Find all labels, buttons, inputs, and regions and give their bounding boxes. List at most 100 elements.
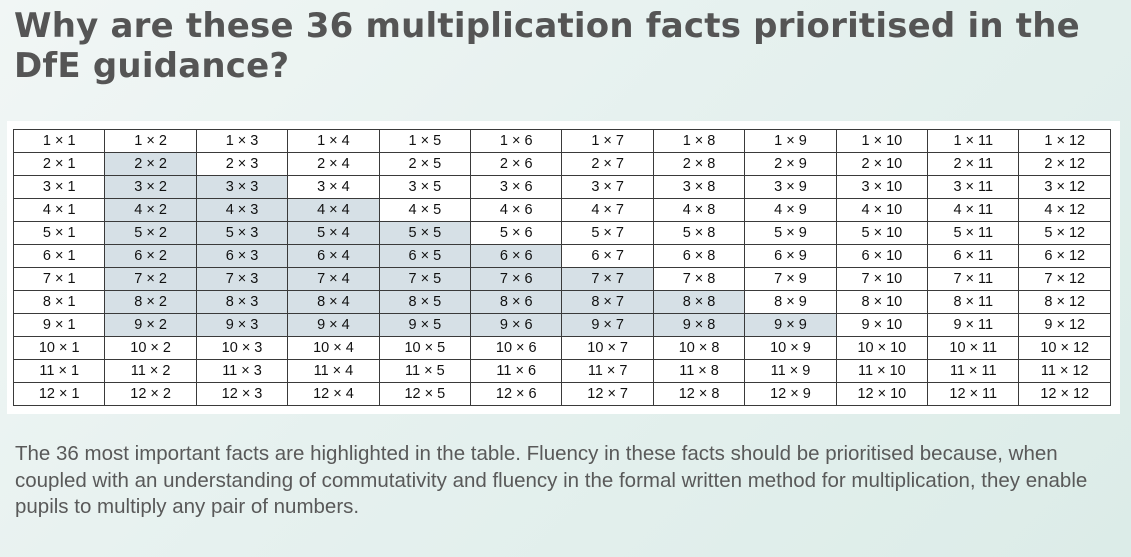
fact-cell-highlighted: 8 × 4 bbox=[287, 290, 380, 314]
fact-cell: 8 × 12 bbox=[1018, 290, 1111, 314]
fact-cell: 7 × 12 bbox=[1018, 267, 1111, 291]
fact-cell-highlighted: 3 × 2 bbox=[104, 175, 197, 199]
fact-cell: 10 × 4 bbox=[287, 336, 380, 360]
fact-cell: 11 × 10 bbox=[835, 359, 929, 383]
fact-cell: 3 × 11 bbox=[927, 175, 1020, 199]
fact-cell: 10 × 10 bbox=[835, 336, 929, 360]
fact-cell-highlighted: 9 × 9 bbox=[744, 313, 837, 337]
fact-cell: 8 × 10 bbox=[835, 290, 929, 314]
fact-cell-highlighted: 7 × 3 bbox=[195, 267, 289, 291]
fact-cell-highlighted: 4 × 4 bbox=[287, 198, 380, 222]
fact-cell-highlighted: 8 × 6 bbox=[470, 290, 563, 314]
fact-cell: 11 × 3 bbox=[195, 359, 289, 383]
fact-cell: 1 × 7 bbox=[561, 129, 654, 153]
fact-cell: 4 × 7 bbox=[561, 198, 654, 222]
fact-cell: 10 × 7 bbox=[561, 336, 654, 360]
fact-cell-highlighted: 9 × 7 bbox=[561, 313, 654, 337]
fact-cell: 10 × 12 bbox=[1018, 336, 1111, 360]
fact-cell: 4 × 10 bbox=[835, 198, 929, 222]
fact-cell: 5 × 11 bbox=[927, 221, 1020, 245]
fact-cell: 3 × 7 bbox=[561, 175, 654, 199]
fact-cell-highlighted: 6 × 3 bbox=[195, 244, 289, 268]
fact-cell: 8 × 11 bbox=[927, 290, 1020, 314]
fact-cell: 10 × 2 bbox=[104, 336, 197, 360]
fact-cell: 2 × 11 bbox=[927, 152, 1020, 176]
fact-cell: 2 × 7 bbox=[561, 152, 654, 176]
fact-cell-highlighted: 6 × 2 bbox=[104, 244, 197, 268]
table-row: 12 × 1 12 × 2 12 × 3 12 × 4 12 × 5 12 × 6 12 ×… bbox=[12, 382, 1111, 406]
fact-cell: 2 × 6 bbox=[470, 152, 563, 176]
fact-cell-highlighted: 9 × 6 bbox=[470, 313, 563, 337]
fact-cell: 2 × 4 bbox=[287, 152, 380, 176]
fact-cell-highlighted: 4 × 3 bbox=[195, 198, 289, 222]
fact-cell: 7 × 9 bbox=[744, 267, 837, 291]
fact-cell: 1 × 9 bbox=[744, 129, 837, 153]
fact-cell: 6 × 8 bbox=[652, 244, 746, 268]
fact-cell-highlighted: 4 × 2 bbox=[104, 198, 197, 222]
fact-cell: 4 × 5 bbox=[378, 198, 472, 222]
fact-cell: 9 × 11 bbox=[927, 313, 1020, 337]
fact-cell: 3 × 5 bbox=[378, 175, 472, 199]
fact-cell: 9 × 12 bbox=[1018, 313, 1111, 337]
fact-cell: 2 × 10 bbox=[835, 152, 929, 176]
fact-cell: 11 × 1 bbox=[12, 359, 106, 383]
fact-cell: 4 × 9 bbox=[744, 198, 837, 222]
fact-cell: 12 × 1 bbox=[12, 382, 106, 406]
fact-cell: 1 × 4 bbox=[287, 129, 380, 153]
fact-cell: 7 × 1 bbox=[12, 267, 106, 291]
fact-cell: 12 × 5 bbox=[378, 382, 472, 406]
fact-cell: 10 × 8 bbox=[652, 336, 746, 360]
fact-cell-highlighted: 6 × 6 bbox=[470, 244, 563, 268]
fact-cell: 1 × 12 bbox=[1018, 129, 1111, 153]
fact-cell-highlighted: 8 × 8 bbox=[652, 290, 746, 314]
fact-cell: 2 × 5 bbox=[378, 152, 472, 176]
fact-cell: 5 × 6 bbox=[470, 221, 563, 245]
fact-cell: 5 × 7 bbox=[561, 221, 654, 245]
fact-cell: 10 × 5 bbox=[378, 336, 472, 360]
fact-cell: 1 × 3 bbox=[195, 129, 289, 153]
fact-cell: 11 × 2 bbox=[104, 359, 197, 383]
fact-cell: 4 × 1 bbox=[12, 198, 106, 222]
fact-cell: 8 × 9 bbox=[744, 290, 837, 314]
fact-cell: 10 × 11 bbox=[927, 336, 1020, 360]
fact-cell: 12 × 2 bbox=[104, 382, 197, 406]
fact-cell-highlighted: 8 × 5 bbox=[378, 290, 472, 314]
fact-cell: 6 × 9 bbox=[744, 244, 837, 268]
fact-cell: 3 × 8 bbox=[652, 175, 746, 199]
fact-cell: 3 × 10 bbox=[835, 175, 929, 199]
fact-cell: 4 × 8 bbox=[652, 198, 746, 222]
fact-cell: 2 × 8 bbox=[652, 152, 746, 176]
fact-cell: 7 × 10 bbox=[835, 267, 929, 291]
fact-cell: 11 × 9 bbox=[744, 359, 837, 383]
fact-cell-highlighted: 5 × 5 bbox=[378, 221, 472, 245]
fact-cell: 3 × 6 bbox=[470, 175, 563, 199]
fact-cell: 7 × 8 bbox=[652, 267, 746, 291]
fact-cell: 6 × 7 bbox=[561, 244, 654, 268]
fact-cell-highlighted: 7 × 2 bbox=[104, 267, 197, 291]
fact-cell-highlighted: 7 × 6 bbox=[470, 267, 563, 291]
fact-cell: 6 × 10 bbox=[835, 244, 929, 268]
fact-cell: 10 × 3 bbox=[195, 336, 289, 360]
fact-cell-highlighted: 8 × 2 bbox=[104, 290, 197, 314]
fact-cell-highlighted: 6 × 5 bbox=[378, 244, 472, 268]
fact-cell-highlighted: 9 × 3 bbox=[195, 313, 289, 337]
fact-cell: 11 × 12 bbox=[1018, 359, 1111, 383]
page-title: Why are these 36 multiplication facts pr… bbox=[14, 6, 1080, 86]
fact-cell: 2 × 9 bbox=[744, 152, 837, 176]
fact-cell: 2 × 3 bbox=[195, 152, 289, 176]
fact-cell: 8 × 1 bbox=[12, 290, 106, 314]
table-row: 10 × 1 10 × 2 10 × 3 10 × 4 10 × 5 10 × 6 10 ×… bbox=[12, 336, 1111, 360]
fact-cell: 11 × 5 bbox=[378, 359, 472, 383]
fact-cell: 3 × 12 bbox=[1018, 175, 1111, 199]
fact-cell: 7 × 11 bbox=[927, 267, 1020, 291]
fact-cell: 1 × 6 bbox=[470, 129, 563, 153]
caption-text: The 36 most important facts are highligh… bbox=[15, 442, 1088, 518]
fact-cell: 1 × 8 bbox=[652, 129, 746, 153]
